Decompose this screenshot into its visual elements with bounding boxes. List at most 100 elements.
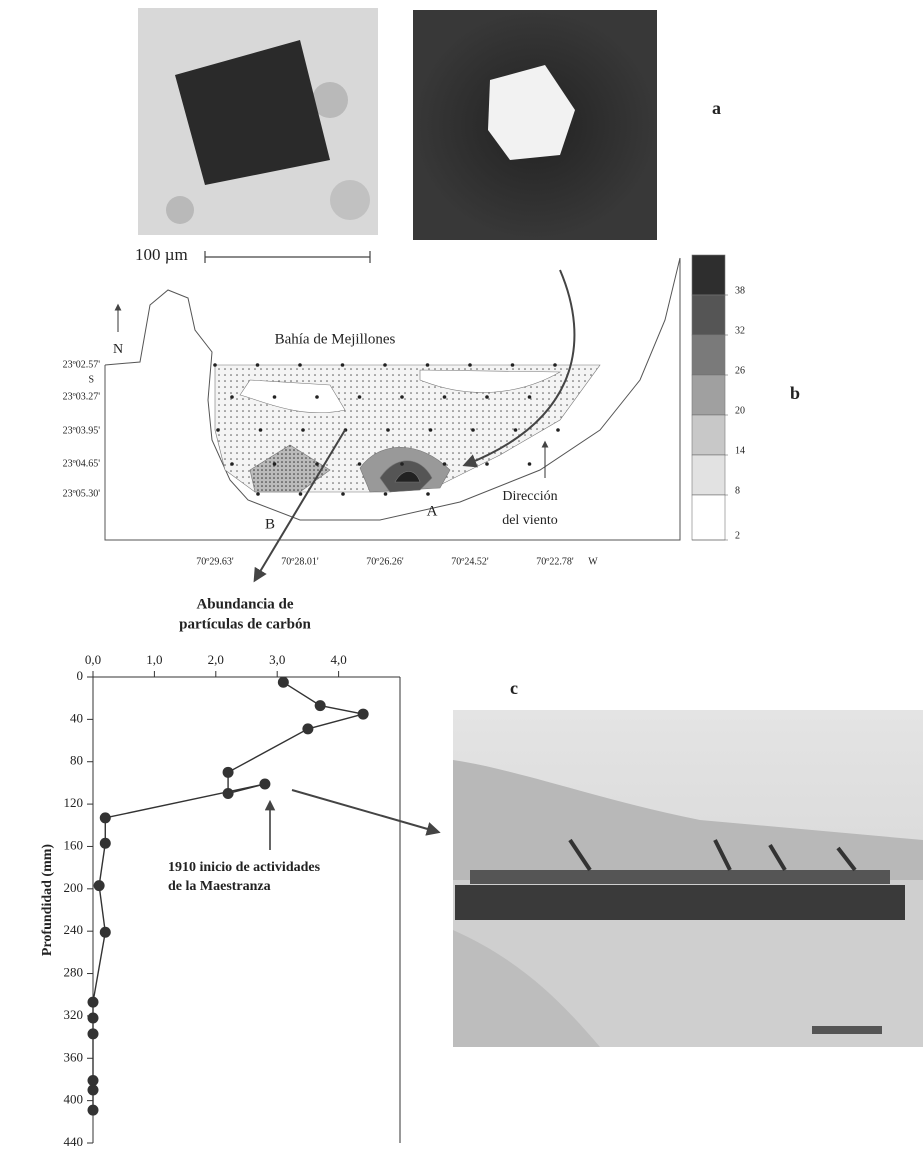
y-tick-label: 280 [64,965,84,980]
station-dot [358,395,362,399]
scale-bar [205,251,370,263]
colorbar-label: 14 [735,445,745,456]
station-dot [429,428,433,432]
colorbar-label: 2 [735,530,740,541]
annotation: de la Maestranza [168,879,271,894]
colorbar-label: 32 [735,325,745,336]
station-dot [443,395,447,399]
data-point [94,880,105,891]
y-tick-label: 160 [64,837,84,852]
station-dot [298,363,302,367]
x-tick-label: 4,0 [330,652,346,667]
transect-label: B [265,516,275,532]
station-dot [426,492,430,496]
station-dot [230,462,234,466]
wind-label: del viento [502,513,558,528]
chart-title: Abundancia de [196,596,293,612]
figure: a 100 µm Bahía de Mejillones N 23º02.57'… [0,0,923,1153]
scale-bar-label: 100 µm [135,245,188,264]
data-line [93,682,363,1110]
station-dot [358,462,362,466]
colorbar-label: 26 [735,365,745,376]
transect-label: A [427,503,438,519]
data-point [100,812,111,823]
lon-hemisphere: W [588,556,598,567]
station-dot [514,428,518,432]
station-dot [400,395,404,399]
y-tick-label: 0 [77,668,84,683]
panel-label: a [712,98,721,118]
data-point [88,997,99,1008]
photo [453,710,923,1047]
colorbar-label: 8 [735,485,740,496]
station-dot [528,395,532,399]
lon-labels: 70º29.63' 70º28.01' 70º26.26' 70º24.52' … [196,556,598,567]
data-point [223,767,234,778]
station-dot [259,428,263,432]
data-point [88,1105,99,1116]
colorbar-bin [692,295,725,335]
lat-labels: 23º02.57' S 23º03.27' 23º03.95' 23º04.65… [63,359,101,499]
station-dot [426,363,430,367]
lon-label: 70º29.63' [196,556,234,567]
y-tick-label: 80 [70,753,83,768]
station-dot [386,428,390,432]
station-dot [556,428,560,432]
concentration-zones [215,365,600,492]
y-tick-label: 320 [64,1007,84,1022]
micrograph-light [138,8,378,235]
data-point [302,723,313,734]
chart-title: partículas de carbón [179,616,311,632]
data-point [278,677,289,688]
station-dot [256,363,260,367]
x-tick-label: 2,0 [208,652,224,667]
colorbar-bin [692,335,725,375]
station-dot [216,428,220,432]
station-dot [273,462,277,466]
y-axis-label: Profundidad (mm) [40,844,55,956]
lon-label: 70º28.01' [281,556,319,567]
station-dot [273,395,277,399]
data-point [223,788,234,799]
panel-label: b [790,383,800,403]
data-point [88,1085,99,1096]
station-dot [511,363,515,367]
data-point [88,1013,99,1024]
wind-label: Dirección [502,489,557,504]
colorbar-bin [692,255,725,295]
data-point [100,927,111,938]
lat-label: 23º04.65' [63,458,101,469]
station-dot [553,363,557,367]
y-tick-label: 120 [64,795,84,810]
y-tick-label: 40 [70,710,83,725]
y-tick-label: 360 [64,1049,84,1064]
station-dot [485,462,489,466]
station-dot [471,428,475,432]
colorbar-label: 20 [735,405,745,416]
station-dot [400,462,404,466]
x-tick-label: 3,0 [269,652,285,667]
colorbar-bin [692,415,725,455]
station-dot [301,428,305,432]
data-point [259,778,270,789]
y-tick-label: 200 [64,880,84,895]
station-dot [315,462,319,466]
station-dot [341,492,345,496]
y-tick-label: 400 [64,1092,84,1107]
annotation: 1910 inicio de actividades [168,860,321,875]
lon-label: 70º26.26' [366,556,404,567]
lat-label: 23º05.30' [63,488,101,499]
colorbar-bin [692,455,725,495]
station-dot [468,363,472,367]
lat-label: 23º02.57' [63,359,101,370]
x-tick-label: 1,0 [146,652,162,667]
lat-hemisphere: S [88,374,94,385]
station-dot [485,395,489,399]
station-dot [341,363,345,367]
data-point [315,700,326,711]
data-point [358,709,369,720]
station-dot [299,492,303,496]
colorbar-bin [692,495,725,540]
data-point [100,838,111,849]
